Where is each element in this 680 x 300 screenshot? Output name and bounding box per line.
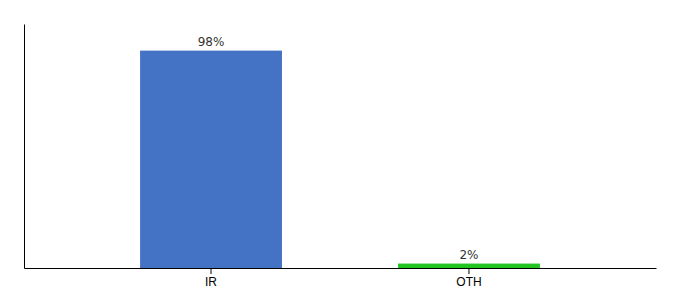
y-axis-line: [24, 25, 25, 269]
y-axis: [24, 25, 25, 269]
plot: IR OTH 98% 2%: [25, 25, 657, 289]
x-tick: OTH: [456, 268, 481, 289]
x-axis-line: [25, 268, 657, 269]
x-tick: IR: [205, 268, 217, 289]
x-tick-mark: [468, 268, 469, 274]
data-label: 98%: [198, 35, 225, 49]
chart: IR OTH 98% 2%: [0, 0, 680, 300]
data-label: 2%: [459, 248, 478, 262]
bar: [398, 264, 540, 268]
x-axis: IR OTH: [25, 268, 657, 289]
data-labels: 98% 2%: [198, 35, 479, 262]
x-tick-label: IR: [205, 275, 217, 289]
bar: [140, 51, 282, 268]
bars: [140, 51, 540, 268]
x-tick-mark: [211, 268, 212, 274]
x-tick-label: OTH: [456, 275, 481, 289]
